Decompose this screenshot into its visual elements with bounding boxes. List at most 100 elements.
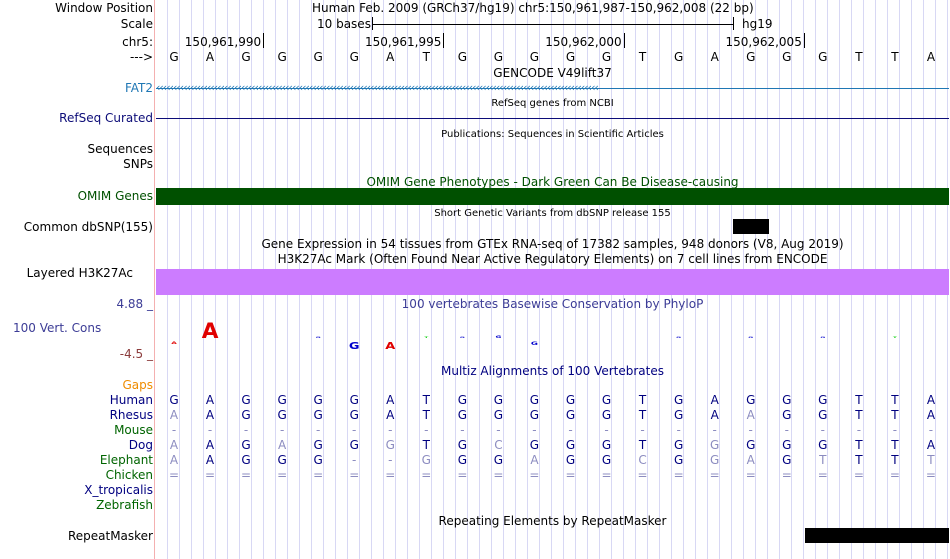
aligned-base: C — [494, 438, 503, 452]
aligned-base: = — [529, 468, 540, 482]
scale-bar-end — [733, 17, 734, 30]
cons-max: 4.88 _ — [116, 297, 153, 311]
aligned-base: A — [386, 408, 395, 422]
reference-base: T — [422, 50, 430, 64]
aligned-base: A — [926, 438, 936, 452]
aligned-base: G — [601, 393, 612, 407]
phylop-letter: G — [316, 336, 321, 339]
aligned-base: G — [277, 453, 287, 467]
pubs-snps-label[interactable]: SNPs — [123, 157, 153, 171]
cons-label[interactable]: 100 Vert. Cons — [13, 321, 102, 335]
reference-base: G — [313, 50, 323, 64]
species-label-elephant[interactable]: Elephant — [99, 453, 153, 467]
pubs-sequences-label[interactable]: Sequences — [87, 142, 153, 156]
strand-label: ---> — [129, 50, 153, 64]
species-label-mouse[interactable]: Mouse — [114, 423, 153, 437]
gaps-label[interactable]: Gaps — [122, 378, 153, 392]
aligned-base: G — [746, 393, 756, 407]
aligned-base: - — [460, 423, 465, 437]
aligned-base: - — [424, 423, 429, 437]
aligned-base: G — [818, 408, 828, 422]
aligned-base: T — [638, 393, 647, 407]
species-label-rhesus[interactable]: Rhesus — [109, 408, 153, 422]
aligned-base: A — [205, 453, 215, 467]
dbsnp-label[interactable]: Common dbSNP(155) — [23, 220, 153, 234]
rmsk-label[interactable]: RepeatMasker — [67, 529, 153, 543]
aligned-base: C — [638, 453, 647, 467]
aligned-base: A — [386, 393, 395, 407]
aligned-base: = — [817, 468, 828, 482]
aligned-base: G — [601, 408, 612, 422]
phylop-letter: G — [676, 337, 682, 339]
species-label-zebrafish[interactable]: Zebrafish — [96, 498, 153, 512]
aligned-base: - — [712, 423, 717, 437]
phylop-letter: G — [460, 337, 466, 339]
reference-base: G — [601, 50, 612, 64]
assembly-label: hg19 — [742, 17, 773, 31]
aligned-base: - — [496, 423, 501, 437]
window-position-label: Window Position — [55, 1, 153, 15]
omim-bar[interactable] — [156, 188, 949, 205]
aligned-base: T — [422, 408, 430, 422]
aligned-base: A — [710, 393, 719, 407]
aligned-base: A — [205, 393, 215, 407]
dbsnp-variant[interactable] — [733, 219, 769, 234]
h3k-signal[interactable] — [156, 269, 949, 295]
aligned-base: = — [349, 468, 360, 482]
label-divider — [154, 0, 155, 559]
aligned-base: A — [169, 438, 179, 452]
omim-label[interactable]: OMIM Genes — [77, 189, 153, 203]
phylop-logo[interactable]: A A G G A T G G G G G G T — [156, 310, 949, 355]
aligned-base: G — [241, 408, 251, 422]
aligned-base: - — [279, 423, 285, 437]
aligned-base: G — [710, 438, 720, 452]
cons-min: -4.5 _ — [119, 347, 153, 361]
aligned-base: A — [205, 408, 215, 422]
rmsk-element[interactable] — [805, 528, 949, 543]
reference-base: A — [710, 50, 719, 64]
aligned-base: T — [855, 408, 863, 422]
aligned-base: G — [457, 453, 468, 467]
gencode-title: GENCODE V49lift37 — [493, 66, 612, 80]
species-label-dog[interactable]: Dog — [128, 438, 153, 452]
aligned-base: = — [745, 468, 756, 482]
aligned-base: G — [349, 393, 359, 407]
fat2-label[interactable]: FAT2 — [124, 81, 153, 95]
fat2-gene[interactable]: ‹‹‹‹‹‹‹‹‹‹‹‹‹‹‹‹‹‹‹‹‹‹‹‹‹‹‹‹‹‹‹‹‹‹‹‹‹‹‹‹… — [156, 81, 949, 95]
aligned-base: G — [313, 393, 323, 407]
aligned-base: A — [746, 408, 755, 422]
aligned-base: A — [710, 408, 719, 422]
aligned-base: G — [277, 408, 287, 422]
aligned-base: G — [313, 408, 323, 422]
aligned-base: G — [241, 393, 251, 407]
reference-base: G — [493, 50, 504, 64]
refseq-gene[interactable] — [156, 118, 949, 119]
species-label-human[interactable]: Human — [109, 393, 153, 407]
reference-base: G — [277, 50, 287, 64]
aligned-base: G — [818, 438, 828, 452]
aligned-base: G — [673, 393, 684, 407]
reference-base: T — [638, 50, 647, 64]
species-label-x_tropicalis[interactable]: X_tropicalis — [84, 483, 153, 497]
reference-base: G — [349, 50, 359, 64]
aligned-base: - — [784, 423, 789, 437]
h3k-label[interactable]: Layered H3K27Ac — [26, 266, 133, 280]
aligned-base: G — [421, 453, 431, 467]
reference-base: T — [891, 50, 899, 64]
aligned-base: G — [493, 393, 504, 407]
aligned-base: = — [385, 468, 396, 482]
species-label-chicken[interactable]: Chicken — [105, 468, 153, 482]
aligned-base: A — [926, 408, 936, 422]
refseq-label[interactable]: RefSeq Curated — [59, 111, 153, 125]
aligned-base: = — [781, 468, 792, 482]
aligned-base: T — [891, 438, 899, 452]
aligned-base: G — [457, 393, 468, 407]
aligned-base: - — [352, 453, 357, 467]
h3k-title: H3K27Ac Mark (Often Found Near Active Re… — [277, 252, 828, 266]
gtex-title: Gene Expression in 54 tissues from GTEx … — [261, 237, 844, 251]
aligned-base: G — [782, 438, 792, 452]
aligned-base: = — [205, 468, 216, 482]
ruler-tick: 150,961,995 — [365, 33, 445, 49]
phylop-title: 100 vertebrates Basewise Conservation by… — [401, 297, 704, 311]
aligned-base: = — [493, 468, 504, 482]
